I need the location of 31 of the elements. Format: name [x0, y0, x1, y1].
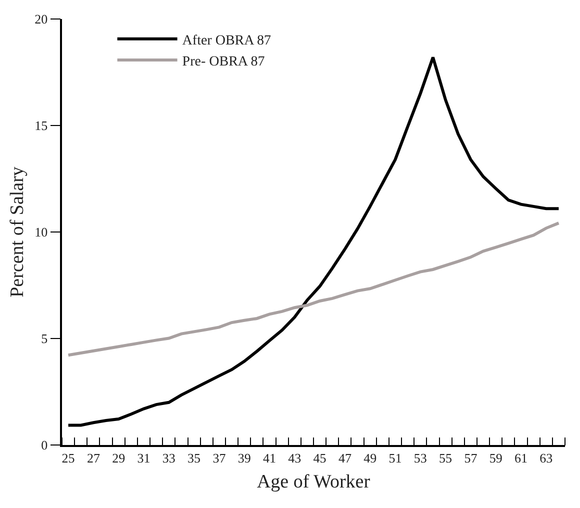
x-tick-label: 27: [86, 450, 100, 466]
line-series: [66, 222, 560, 357]
x-tick-label: 31: [137, 450, 150, 466]
x-tick-label: 49: [364, 450, 377, 466]
x-tick-label: 55: [439, 450, 452, 466]
y-axis-title: Percent of Salary: [7, 166, 28, 298]
x-tick-label: 51: [388, 450, 402, 466]
x-tick-label: 35: [188, 450, 201, 466]
y-tick-label: 15: [34, 118, 48, 134]
x-tick-label: 43: [288, 450, 302, 466]
x-tick-label: 39: [238, 450, 251, 466]
x-tick-label: 25: [62, 450, 75, 466]
legend-label: After OBRA 87: [182, 33, 271, 48]
y-tick-label: 0: [41, 438, 48, 453]
x-axis-title: Age of Worker: [256, 472, 371, 493]
x-tick-label: 29: [112, 450, 126, 466]
y-tick-label: 10: [34, 224, 48, 240]
x-tick-label: 53: [414, 450, 427, 466]
x-tick-label: 41: [262, 450, 276, 466]
x-tick-label: 63: [540, 450, 553, 466]
x-tick-label: 45: [313, 450, 326, 466]
x-tick-label: 37: [212, 450, 226, 466]
x-tick-label: 47: [338, 450, 352, 466]
line-series: [66, 56, 560, 427]
x-tick-label: 59: [489, 450, 502, 466]
x-tick-label: 61: [514, 450, 528, 466]
y-tick-label: 20: [34, 12, 48, 27]
y-tick-label: 5: [41, 331, 48, 346]
x-tick-label: 33: [162, 450, 176, 466]
x-tick-label: 57: [464, 450, 478, 466]
legend-label: Pre- OBRA 87: [182, 54, 265, 70]
